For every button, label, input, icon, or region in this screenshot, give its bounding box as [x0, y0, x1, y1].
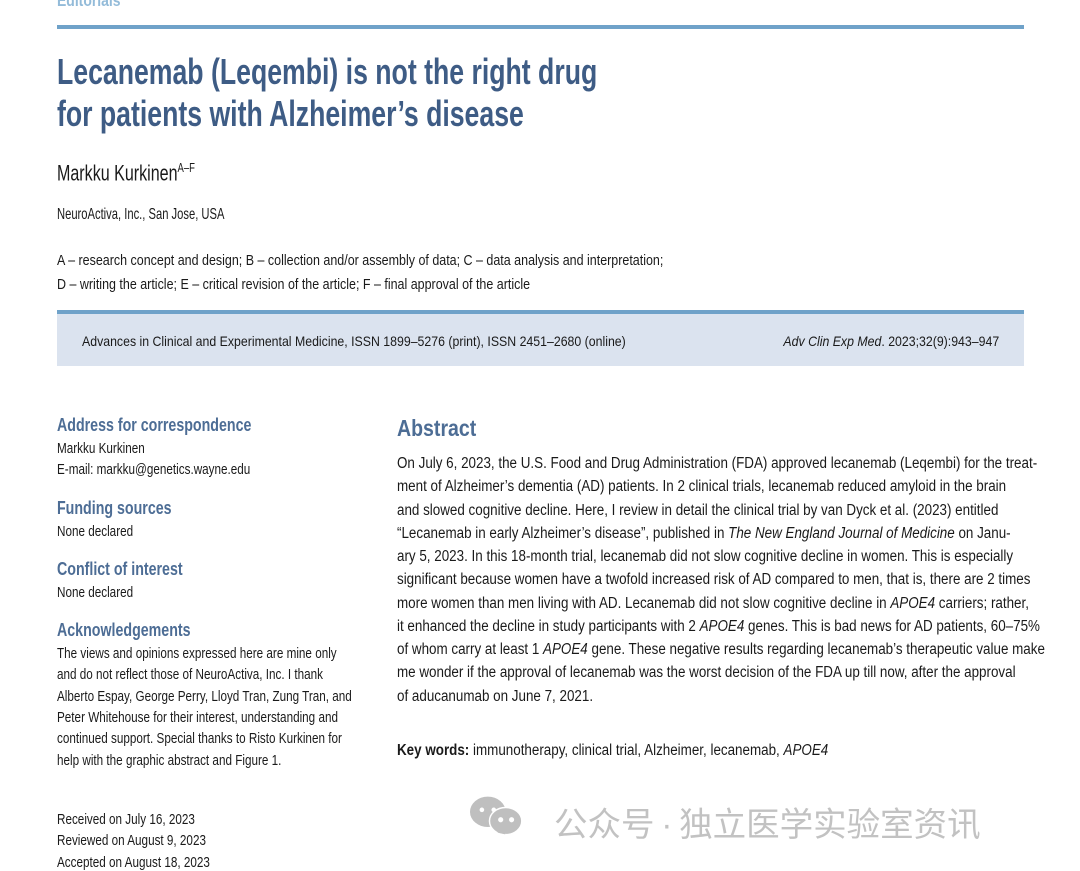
svg-text:公众号 · 独立医学实验室资讯: 公众号 · 独立医学实验室资讯 [554, 807, 981, 844]
